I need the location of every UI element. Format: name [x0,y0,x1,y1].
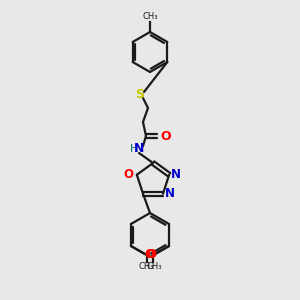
Text: S: S [136,88,145,101]
Text: CH₃: CH₃ [142,12,158,21]
Text: CH₃: CH₃ [138,262,154,271]
Text: N: N [134,142,144,155]
Text: H: H [130,144,138,154]
Text: O: O [146,248,156,260]
Text: O: O [160,130,171,142]
Text: CH₃: CH₃ [146,262,162,271]
Text: N: N [171,168,181,181]
Text: O: O [124,168,134,181]
Text: O: O [144,248,154,260]
Text: N: N [165,187,175,200]
